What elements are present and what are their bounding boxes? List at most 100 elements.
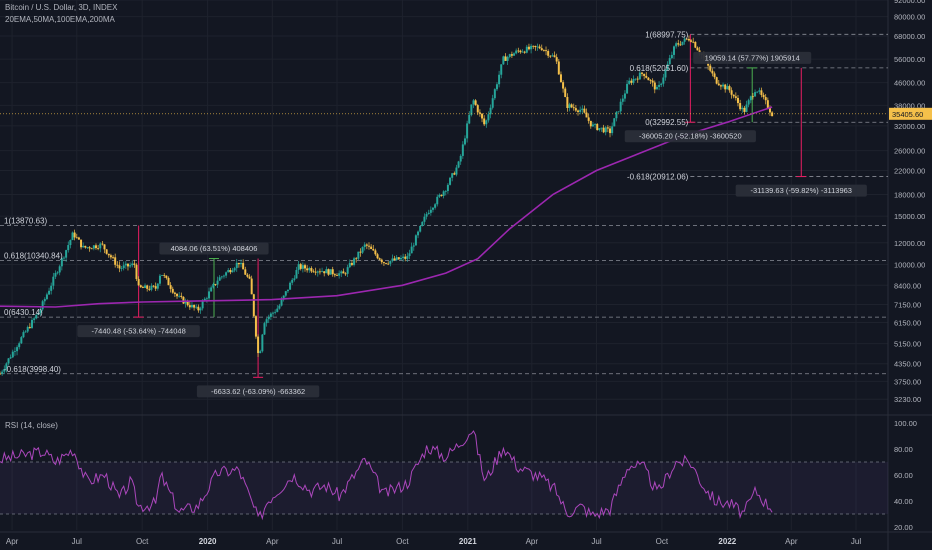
candle-352 [749, 95, 752, 104]
candle-200 [425, 211, 428, 220]
x-tick-12: Apr [785, 537, 798, 546]
y-tick-1: 80000.00 [894, 13, 925, 22]
candle-327 [696, 46, 699, 51]
candle-134 [284, 290, 287, 298]
candle-42 [88, 245, 91, 252]
candle-58 [122, 261, 125, 271]
candle-223 [474, 99, 477, 106]
candle-15 [30, 317, 33, 329]
candle-107 [227, 267, 230, 273]
candle-206 [438, 193, 441, 199]
candle-204 [434, 202, 437, 210]
candle-113 [240, 259, 243, 268]
candle-183 [389, 260, 392, 267]
fib-label-4: 1(68997.75) [645, 30, 688, 39]
measure-box-3 [624, 130, 756, 143]
candle-186 [395, 255, 398, 262]
measure-3 [685, 34, 696, 123]
candle-70 [148, 285, 151, 292]
candle-141 [299, 262, 302, 271]
candle-68 [144, 283, 147, 289]
candle-156 [331, 266, 334, 277]
candle-35 [73, 229, 76, 241]
indicator-list: 20EMA,50MA,100EMA,200MA [5, 15, 115, 24]
candle-225 [478, 109, 481, 117]
candle-172 [365, 243, 368, 250]
candle-355 [756, 91, 759, 94]
candle-26 [54, 270, 57, 280]
candle-59 [124, 261, 127, 269]
y-tick-11: 12000.00 [894, 239, 925, 248]
candle-146 [310, 266, 313, 273]
candle-350 [745, 100, 748, 113]
candle-98 [208, 287, 211, 301]
candle-188 [399, 255, 402, 261]
candle-18 [37, 312, 40, 316]
candle-13 [26, 325, 29, 333]
last-price-label: 35405.60 [892, 110, 923, 119]
candle-189 [402, 253, 405, 262]
y-tick-16: 5150.00 [894, 340, 921, 349]
candle-269 [572, 103, 575, 111]
candle-9 [18, 341, 21, 350]
candle-75 [158, 274, 161, 286]
candle-72 [152, 285, 155, 288]
x-tick-7: 2021 [459, 537, 477, 546]
candle-86 [182, 296, 185, 305]
candle-47 [99, 242, 102, 253]
candle-37 [77, 236, 80, 240]
candle-127 [269, 312, 272, 321]
candle-265 [564, 86, 567, 98]
candle-159 [338, 270, 341, 279]
ma-200-layer [0, 106, 773, 308]
candle-29 [60, 257, 63, 271]
candle-24 [50, 282, 53, 295]
candle-150 [318, 268, 321, 275]
y-tick-3: 56000.00 [894, 55, 925, 64]
candle-248 [527, 43, 530, 51]
y-tick-18: 3750.00 [894, 377, 921, 386]
candle-63 [133, 259, 136, 268]
y-tick-14: 7150.00 [894, 300, 921, 309]
candle-301 [641, 71, 644, 77]
candle-319 [679, 40, 682, 46]
measure-box-0 [77, 325, 200, 338]
rsi-tick-2: 60.00 [894, 471, 913, 480]
x-tick-3: 2020 [199, 537, 217, 546]
candle-195 [414, 234, 417, 246]
rsi-tick-4: 20.00 [894, 523, 913, 532]
candle-182 [387, 261, 390, 266]
measure-label-2: -6633.62 (-63.09%) -663362 [211, 387, 305, 396]
candle-230 [489, 104, 492, 119]
fib-label-3: -0.618(3998.40) [4, 365, 61, 374]
candle-303 [645, 72, 648, 79]
candle-129 [274, 309, 277, 315]
candle-28 [58, 264, 61, 276]
candle-307 [653, 80, 656, 94]
candle-121 [257, 334, 260, 358]
candle-281 [598, 128, 601, 132]
candle-100 [212, 282, 215, 289]
candle-252 [536, 43, 539, 51]
candle-239 [508, 53, 511, 59]
candle-116 [246, 273, 249, 278]
candle-232 [493, 88, 496, 101]
y-tick-6: 32000.00 [894, 122, 925, 131]
candle-170 [361, 246, 364, 255]
candle-242 [515, 48, 518, 55]
candle-296 [630, 78, 633, 86]
candle-176 [374, 248, 377, 256]
x-tick-8: Apr [526, 537, 539, 546]
y-tick-4: 46000.00 [894, 79, 925, 88]
candle-249 [530, 43, 533, 54]
candle-43 [90, 247, 93, 250]
candle-131 [278, 303, 281, 310]
candle-267 [568, 102, 571, 112]
candle-77 [163, 273, 166, 279]
candle-84 [178, 291, 181, 298]
candle-49 [103, 244, 106, 254]
measure-label-1: 4084.06 (63.51%) 408406 [171, 244, 258, 253]
candle-208 [442, 190, 445, 199]
candle-111 [235, 258, 238, 272]
